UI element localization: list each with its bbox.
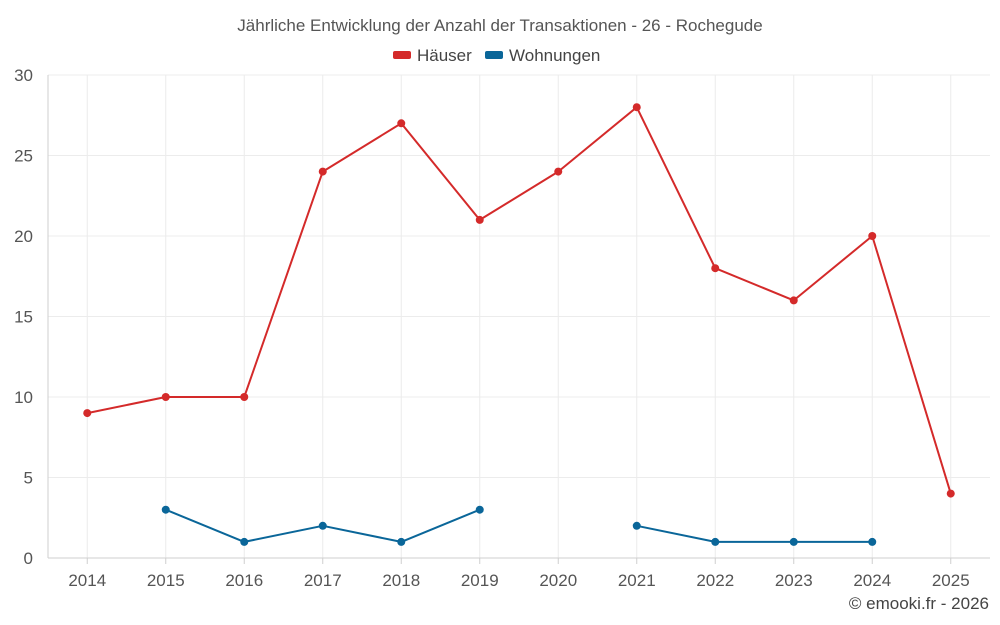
data-point[interactable]: [789, 296, 798, 305]
data-point[interactable]: [397, 119, 406, 128]
data-point[interactable]: [318, 167, 327, 176]
y-tick-label: 25: [14, 147, 33, 166]
legend-label-haeuser[interactable]: Häuser: [417, 46, 472, 65]
data-point[interactable]: [161, 505, 170, 514]
x-tick-label: 2024: [853, 571, 891, 590]
y-tick-label: 0: [24, 549, 33, 568]
x-tick-label: 2014: [68, 571, 106, 590]
x-tick-label: 2015: [147, 571, 185, 590]
data-point[interactable]: [161, 393, 170, 401]
data-point[interactable]: [632, 521, 641, 530]
legend-swatch-wohnungen: [485, 51, 503, 59]
x-tick-label: 2018: [382, 571, 420, 590]
data-point[interactable]: [475, 215, 484, 224]
legend: Häuser Wohnungen: [393, 46, 600, 65]
x-tick-label: 2019: [461, 571, 499, 590]
y-tick-label: 20: [14, 227, 33, 246]
y-tick-label: 10: [14, 388, 33, 407]
data-point[interactable]: [946, 489, 955, 498]
data-point[interactable]: [632, 103, 641, 112]
data-point[interactable]: [789, 537, 798, 546]
x-tick-label: 2022: [696, 571, 734, 590]
data-point[interactable]: [868, 537, 877, 546]
data-point[interactable]: [554, 167, 563, 176]
y-tick-label: 5: [24, 469, 33, 488]
x-tick-label: 2025: [932, 571, 970, 590]
data-point[interactable]: [397, 537, 406, 546]
grid-lines: [48, 74, 990, 558]
copyright-footer: © emooki.fr - 2026: [849, 594, 989, 613]
data-point[interactable]: [83, 409, 92, 418]
legend-label-wohnungen[interactable]: Wohnungen: [509, 46, 600, 65]
chart-title: Jährliche Entwicklung der Anzahl der Tra…: [237, 16, 762, 35]
x-tick-label: 2023: [775, 571, 813, 590]
series-wohnungen: [161, 505, 877, 546]
x-tick-label: 2017: [304, 571, 342, 590]
x-tick-label: 2020: [539, 571, 577, 590]
series-line: [636, 524, 873, 543]
y-tick-label: 15: [14, 308, 33, 327]
data-point[interactable]: [711, 264, 720, 273]
series-häuser: [83, 103, 955, 498]
y-tick-label: 30: [14, 66, 33, 85]
data-point[interactable]: [868, 232, 877, 240]
legend-swatch-haeuser: [393, 51, 411, 59]
x-tick-label: 2021: [618, 571, 656, 590]
series-line: [87, 106, 952, 494]
series: [83, 103, 955, 546]
x-tick-label: 2016: [225, 571, 263, 590]
data-point[interactable]: [711, 537, 720, 546]
data-point[interactable]: [240, 537, 249, 546]
data-point[interactable]: [318, 521, 327, 530]
data-point[interactable]: [475, 505, 484, 514]
data-point[interactable]: [240, 393, 249, 401]
